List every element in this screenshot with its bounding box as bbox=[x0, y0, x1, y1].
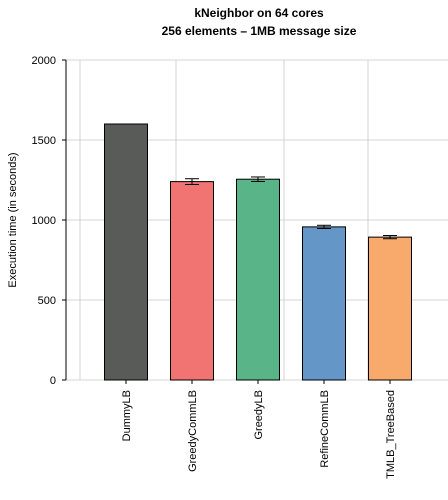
x-tick-label: TMLB_TreeBased bbox=[385, 390, 397, 479]
chart-title: kNeighbor on 64 cores bbox=[194, 6, 324, 20]
chart-subtitle: 256 elements – 1MB message size bbox=[162, 24, 357, 38]
error-bars bbox=[119, 123, 397, 240]
y-axis-label: Execution time (in seconds) bbox=[7, 152, 19, 287]
y-tick-label: 1500 bbox=[32, 135, 56, 147]
x-axis: DummyLB GreedyCommLB GreedyLB RefineCommLB T… bbox=[121, 380, 397, 479]
y-tick-label: 1000 bbox=[32, 215, 56, 227]
bar bbox=[236, 178, 280, 381]
y-tick-label: 0 bbox=[50, 375, 56, 387]
bar bbox=[302, 226, 346, 381]
bars bbox=[104, 123, 412, 381]
bar bbox=[170, 181, 214, 381]
y-tick-label: 2000 bbox=[32, 55, 56, 67]
x-tick-label: GreedyCommLB bbox=[187, 390, 199, 472]
bar bbox=[368, 236, 412, 381]
y-tick-label: 500 bbox=[38, 295, 56, 307]
x-tick-label: GreedyLB bbox=[253, 390, 265, 440]
bar bbox=[104, 123, 148, 381]
x-tick-label: DummyLB bbox=[121, 390, 133, 441]
y-axis: 0 500 1000 1500 2000 bbox=[32, 55, 67, 387]
x-tick-label: RefineCommLB bbox=[319, 390, 331, 468]
